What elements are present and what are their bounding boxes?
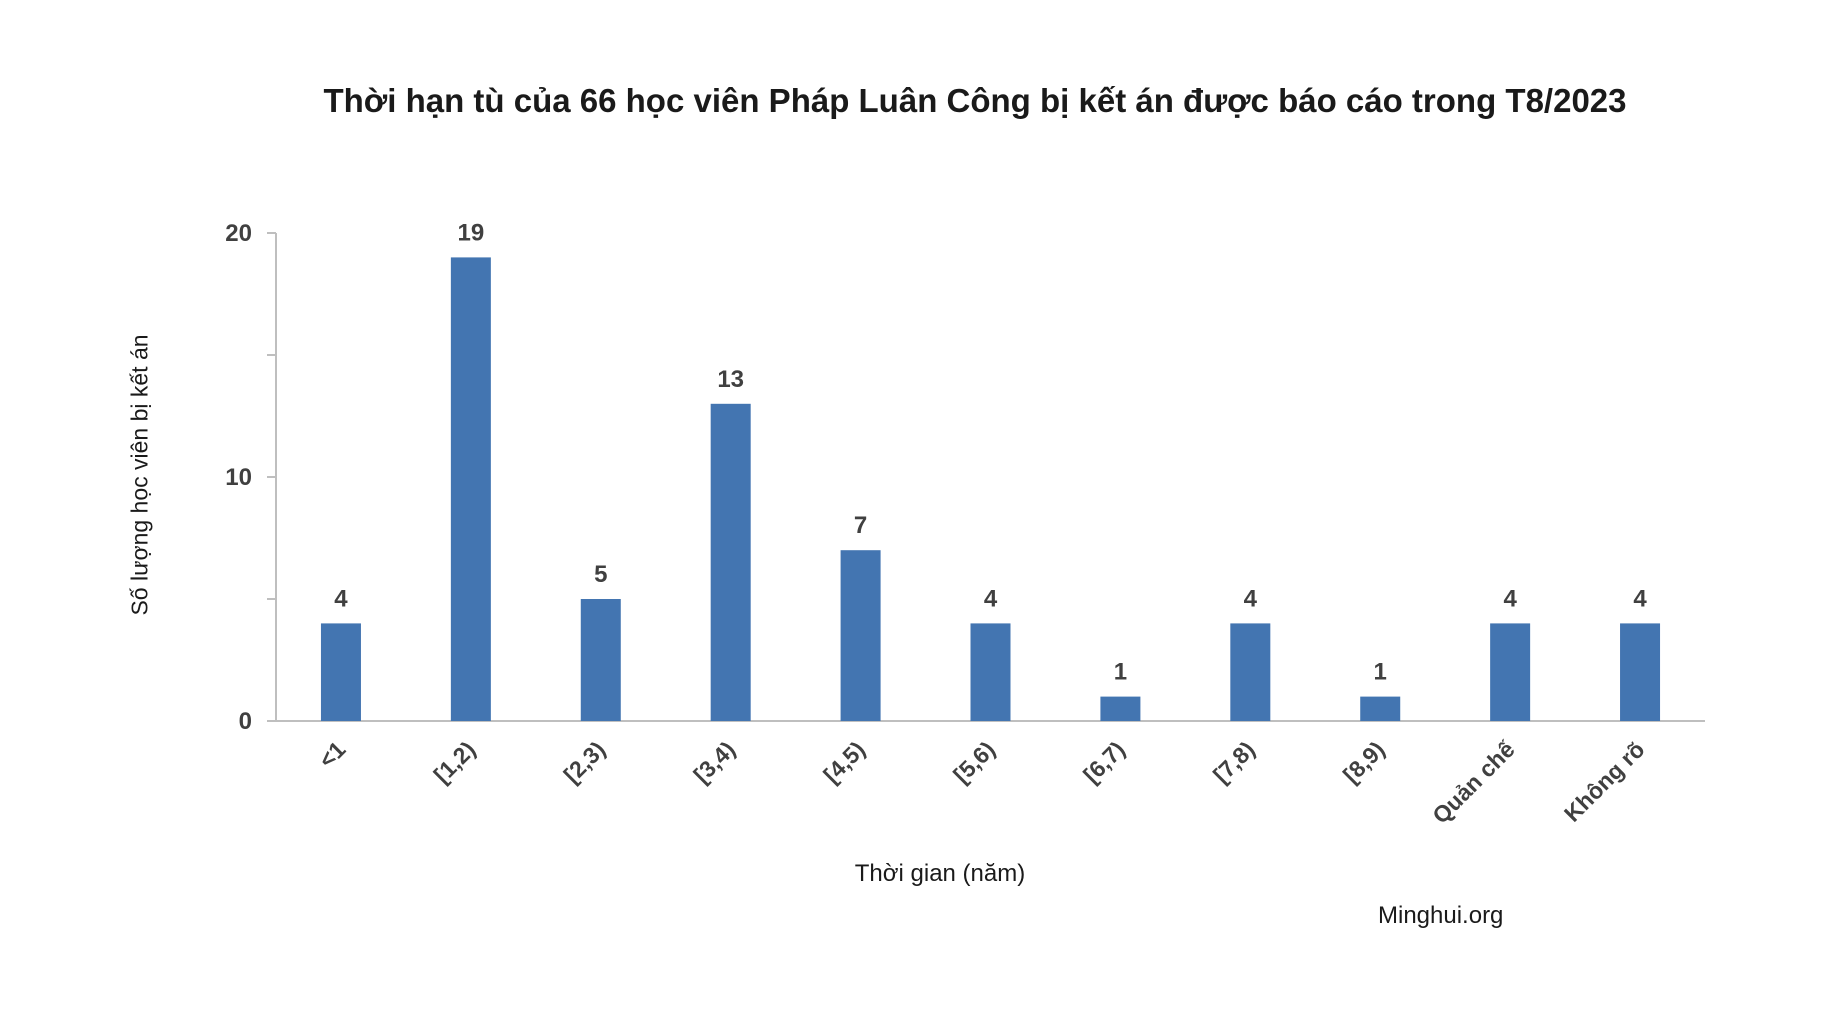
bar [970,623,1011,721]
data-label: 13 [717,366,744,393]
data-label: 4 [1244,585,1258,612]
x-tick-label: [8,9) [1338,736,1390,788]
bar [1490,623,1531,721]
x-tick-label: [4,5) [818,736,870,788]
x-tick-label: Không rõ [1559,736,1650,827]
chart-title: Thời hạn tù của 66 học viên Pháp Luân Cô… [323,82,1627,119]
data-label: 1 [1114,659,1127,686]
x-tick-label: [5,6) [948,736,1000,788]
x-tick-label: [2,3) [558,736,610,788]
bar [320,623,361,721]
y-tick-label: 20 [225,220,252,247]
bar [840,550,881,721]
x-tick-label: [6,7) [1078,736,1130,788]
x-tick-label: Quản chế [1427,736,1520,829]
bar [710,403,751,721]
bar [1360,696,1401,721]
x-tick-label: [7,8) [1208,736,1260,788]
x-axis-title: Thời gian (năm) [854,860,1026,887]
bar [1230,623,1271,721]
bar [1100,696,1141,721]
y-tick-label: 0 [239,708,252,735]
data-label: 4 [1633,585,1647,612]
data-label: 1 [1374,659,1387,686]
data-label: 19 [458,219,485,246]
source-label: Minghui.org [1378,902,1504,929]
x-tick-label: [1,2) [429,736,481,788]
bar [450,257,491,721]
x-tick-label: <1 [314,736,351,773]
data-label: 4 [984,585,998,612]
y-tick-label: 10 [225,464,252,491]
data-label: 5 [594,561,607,588]
x-tick-label: [3,4) [688,736,740,788]
data-label: 7 [854,512,867,539]
bar [580,599,621,721]
bar [1620,623,1661,721]
data-label: 4 [1503,585,1517,612]
data-label: 4 [334,585,348,612]
